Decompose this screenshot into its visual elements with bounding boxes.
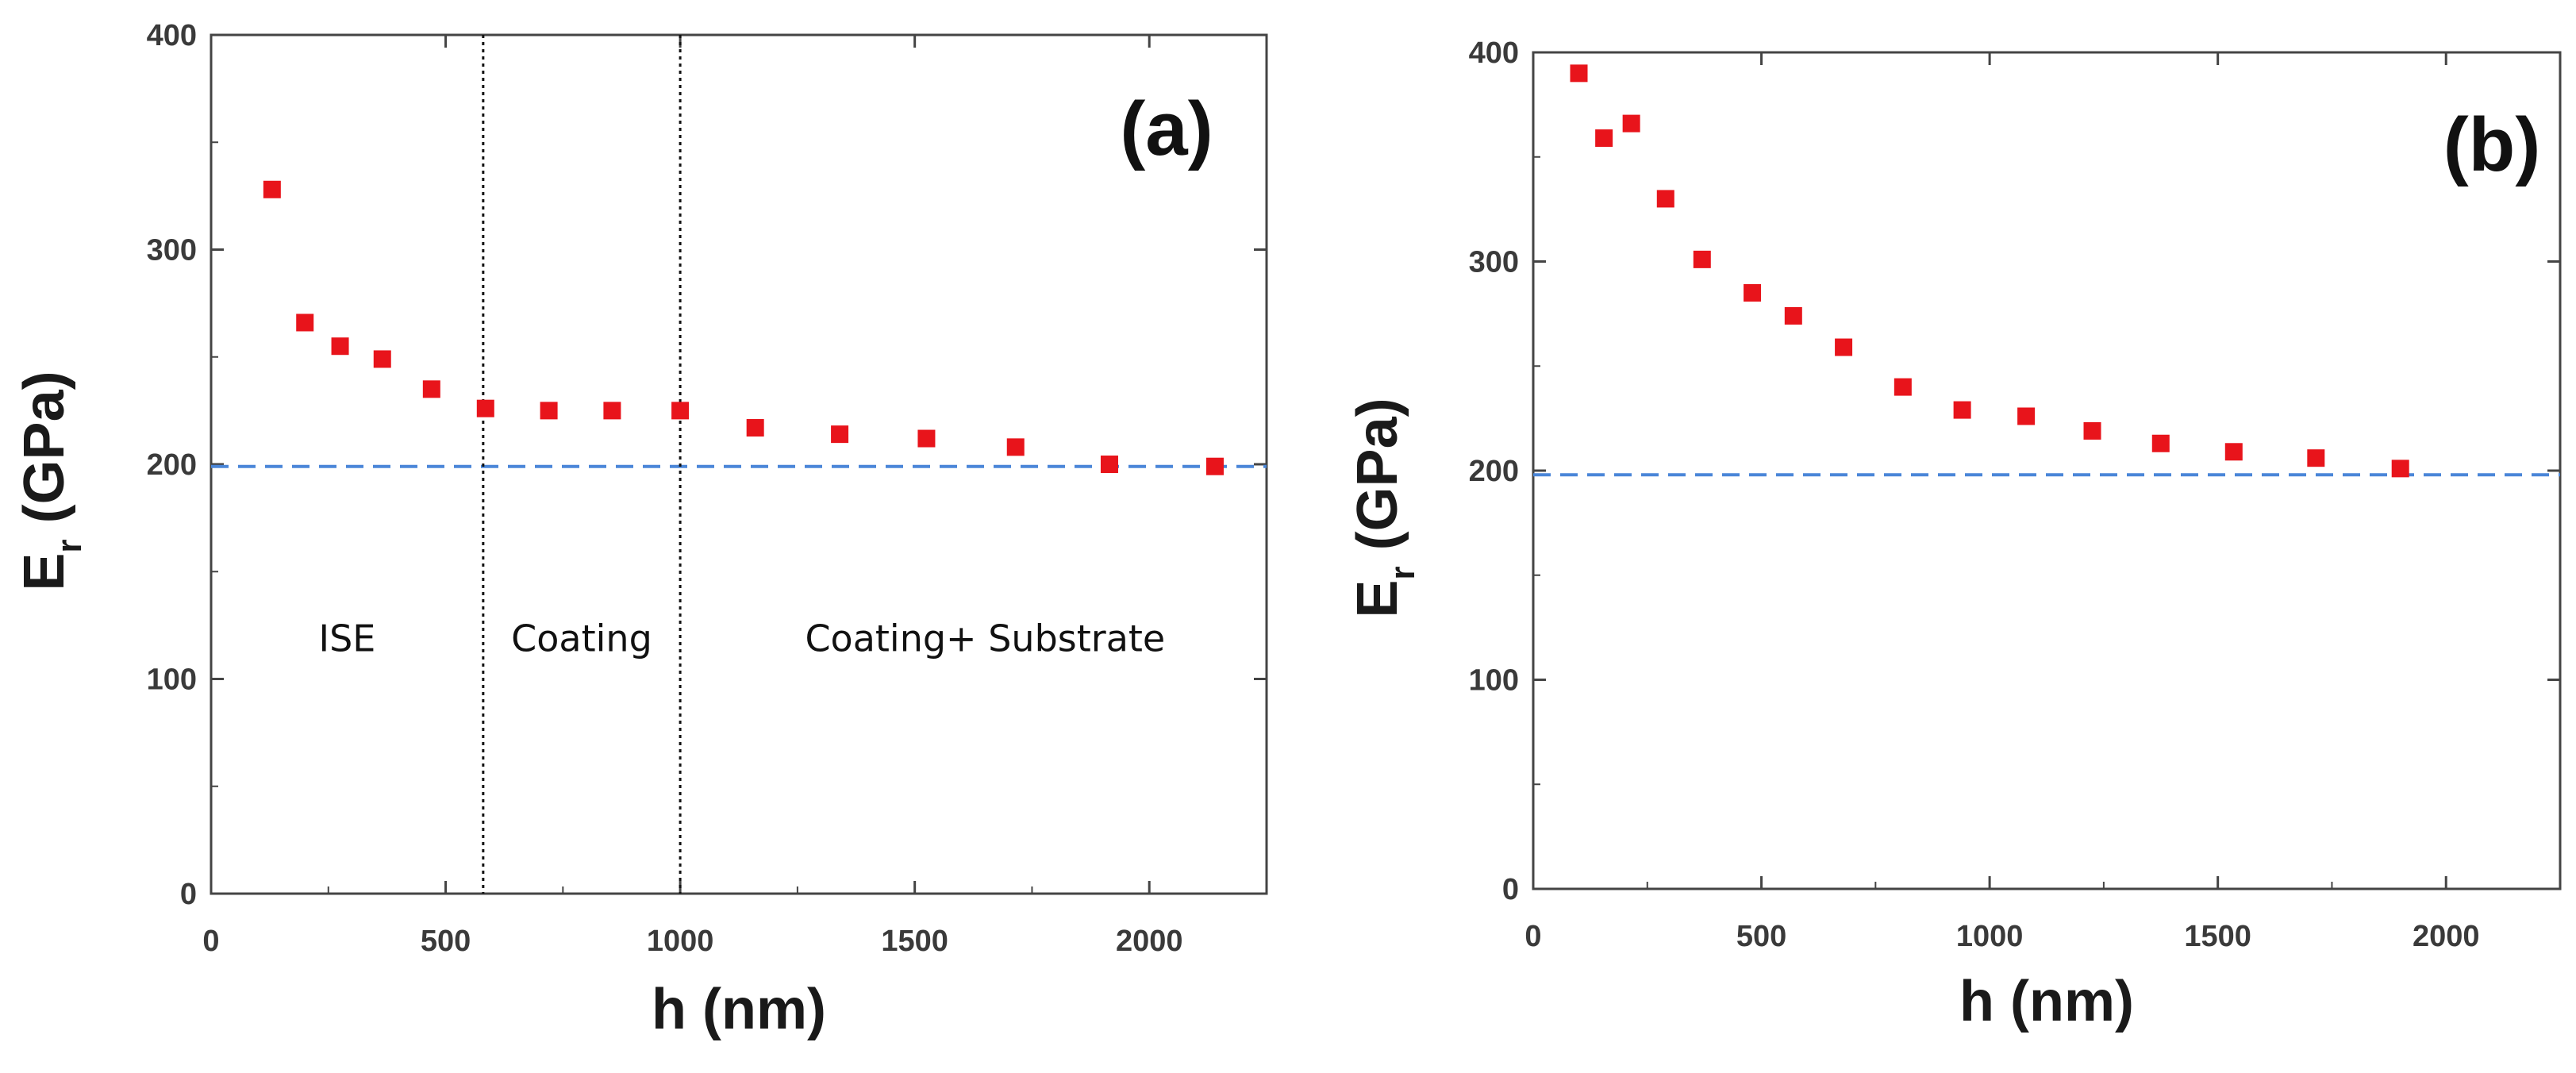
data-point xyxy=(1953,401,1971,419)
data-point xyxy=(2017,407,2036,425)
data-point xyxy=(476,399,494,417)
x-tick-label: 1500 xyxy=(881,925,948,958)
data-point xyxy=(1835,338,1853,356)
panel-label: (a) xyxy=(1120,87,1213,171)
data-point xyxy=(1595,129,1613,148)
data-point xyxy=(373,350,391,368)
data-point xyxy=(1622,114,1640,133)
data-point xyxy=(746,419,764,437)
y-tick-label: 0 xyxy=(1502,873,1519,906)
x-tick-label: 500 xyxy=(421,925,471,958)
y-axis-title: Er (GPa) xyxy=(13,371,89,590)
x-tick-label: 1000 xyxy=(1956,920,2024,953)
data-point xyxy=(1693,250,1711,268)
panel-b: 0 500 1000 1500 2000 0 100 200 300 400 (b) h (nm) Er… xyxy=(1346,37,2562,1033)
y-axis-title-main: E xyxy=(13,553,76,591)
y-axis-title-subscript: r xyxy=(50,539,89,552)
data-point xyxy=(1570,64,1588,83)
data-point xyxy=(671,402,690,420)
data-point xyxy=(2391,460,2409,478)
x-tick-label: 1500 xyxy=(2184,920,2251,953)
panel-label: (b) xyxy=(2443,102,2541,187)
y-tick-label: 100 xyxy=(147,663,197,697)
data-point xyxy=(422,380,440,398)
data-point xyxy=(2083,421,2101,440)
y-axis-title-units: (GPa) xyxy=(1346,398,1409,566)
x-tick-label: 1000 xyxy=(647,925,714,958)
y-tick-label: 0 xyxy=(180,878,197,911)
data-point xyxy=(331,337,349,356)
x-axis-title: h (nm) xyxy=(652,978,826,1041)
data-point xyxy=(1006,438,1025,456)
panel-a: 0 500 1000 1500 2000 0 100 200 300 400 ISE Coating C… xyxy=(13,19,1268,1041)
data-point xyxy=(540,402,558,420)
y-axis-title: Er (GPa) xyxy=(1346,398,1422,617)
y-axis-title-main: E xyxy=(1346,580,1409,618)
x-axis-title: h (nm) xyxy=(1959,970,2134,1033)
data-point xyxy=(603,402,621,420)
y-tick-label: 100 xyxy=(1469,664,1519,698)
x-tick-label: 500 xyxy=(1736,920,1786,953)
region-label: Coating+ Substrate xyxy=(805,617,1165,660)
y-axis-title-subscript: r xyxy=(1383,566,1422,579)
y-tick-label: 200 xyxy=(1469,455,1519,488)
data-point xyxy=(263,180,281,198)
x-tick-label: 0 xyxy=(202,925,219,958)
x-tick-label: 2000 xyxy=(2413,920,2480,953)
x-tick-label: 0 xyxy=(1524,920,1541,953)
data-point xyxy=(1894,378,1912,396)
data-point xyxy=(917,429,936,448)
region-label: ISE xyxy=(319,617,376,660)
data-point xyxy=(831,425,849,444)
x-tick-label: 2000 xyxy=(1116,925,1183,958)
y-tick-label: 400 xyxy=(1469,37,1519,70)
y-axis-title-units: (GPa) xyxy=(13,371,76,539)
data-point xyxy=(296,313,314,332)
data-point xyxy=(2224,443,2243,461)
data-point xyxy=(1784,307,1802,325)
region-label: Coating xyxy=(511,617,652,660)
data-point xyxy=(2307,449,2325,467)
data-point xyxy=(1656,190,1674,208)
data-point xyxy=(1744,284,1762,302)
data-point xyxy=(1100,456,1118,473)
y-tick-label: 200 xyxy=(147,448,197,482)
data-point xyxy=(1205,457,1224,475)
y-tick-label: 400 xyxy=(147,19,197,52)
y-tick-label: 300 xyxy=(1469,246,1519,279)
y-tick-label: 300 xyxy=(147,234,197,267)
data-point xyxy=(2151,434,2170,452)
